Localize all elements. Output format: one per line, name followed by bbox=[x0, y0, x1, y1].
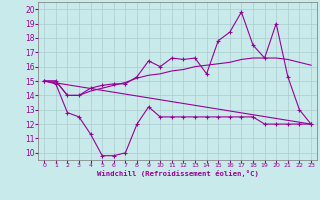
X-axis label: Windchill (Refroidissement éolien,°C): Windchill (Refroidissement éolien,°C) bbox=[97, 170, 259, 177]
